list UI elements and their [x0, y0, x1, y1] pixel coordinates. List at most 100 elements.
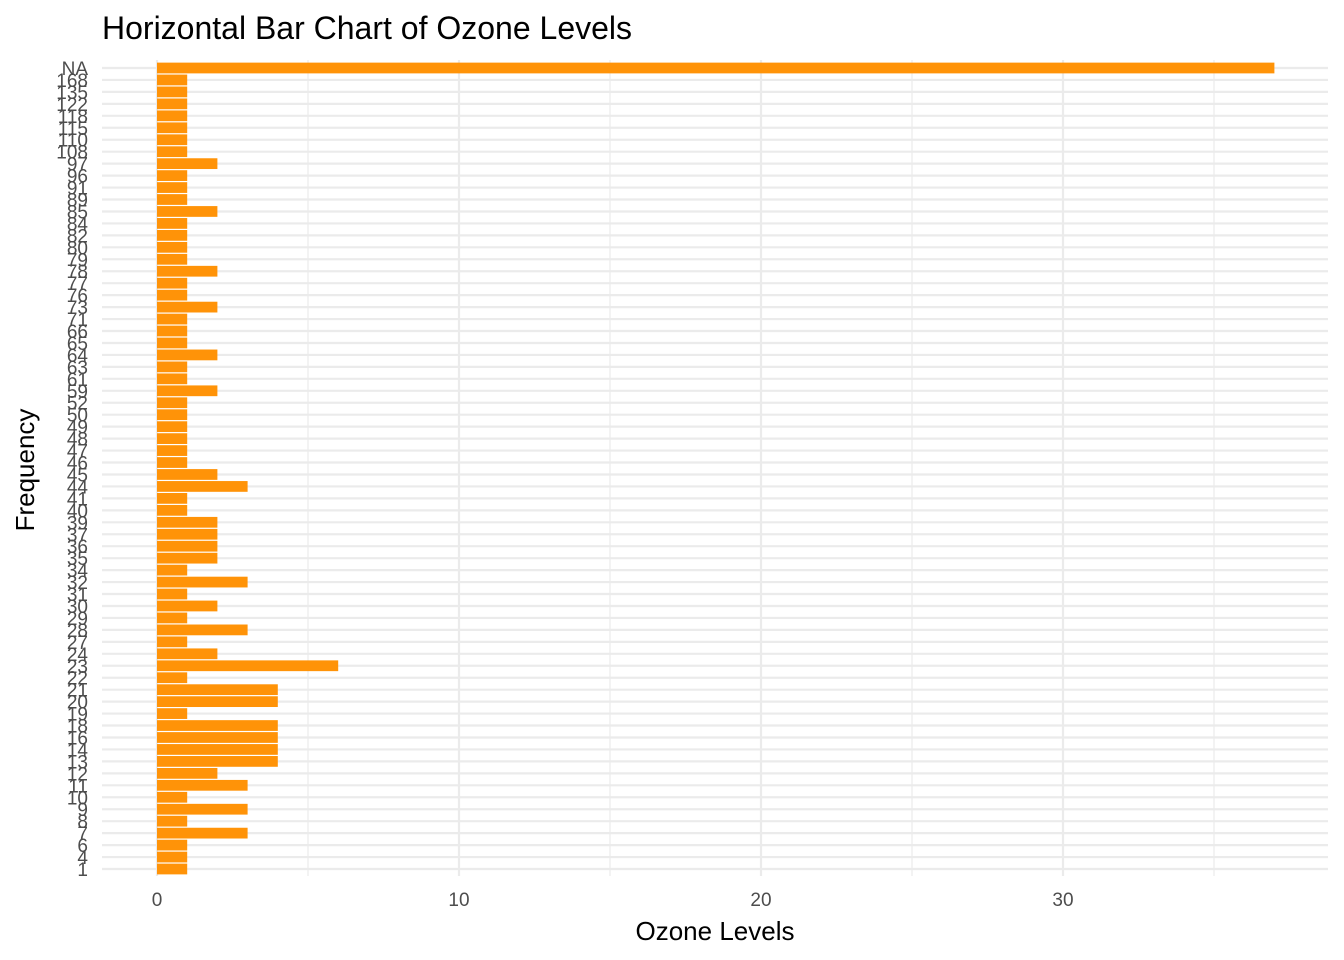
category-label: 9: [77, 800, 88, 821]
category-label: 135: [56, 83, 88, 104]
x-tick-label: 30: [1052, 890, 1073, 911]
bar: [157, 241, 188, 253]
bar: [157, 110, 188, 122]
bar: [157, 98, 188, 110]
bar: [157, 301, 218, 313]
category-label: 30: [67, 597, 88, 618]
bar: [157, 684, 278, 696]
bar: [157, 839, 188, 851]
category-label: 97: [67, 155, 88, 176]
category-label: 13: [67, 752, 88, 773]
category-label: 118: [58, 107, 88, 128]
bar: [157, 660, 339, 672]
bar: [157, 86, 188, 98]
bar: [157, 253, 188, 265]
bar: [157, 672, 188, 684]
x-tick-label: 10: [448, 890, 469, 911]
bar: [157, 481, 248, 492]
bar: [157, 540, 218, 552]
category-label: 36: [67, 537, 88, 558]
category-label: 82: [67, 226, 88, 247]
category-label: 4: [77, 848, 88, 869]
category-label: 168: [56, 71, 88, 92]
bar: [157, 516, 218, 528]
y-axis-title: Frequency: [10, 409, 40, 532]
bar: [157, 433, 188, 444]
bar: [157, 720, 278, 731]
bar: [157, 170, 188, 181]
category-label: 84: [67, 214, 89, 235]
category-label: 39: [67, 513, 88, 534]
bar: [157, 576, 248, 588]
category-label: 24: [67, 645, 89, 666]
bar: [157, 289, 188, 301]
bar: [157, 421, 188, 433]
category-label: 49: [67, 418, 88, 439]
x-tick-label: 0: [152, 890, 163, 911]
category-label: 64: [67, 346, 89, 367]
bar: [157, 851, 188, 863]
bar: [157, 373, 188, 385]
bar: [157, 564, 188, 576]
bar: [157, 146, 188, 158]
bar: [157, 744, 278, 755]
category-label: 41: [67, 489, 88, 510]
bar: [157, 397, 188, 409]
category-label: NA: [62, 59, 89, 80]
category-label: 79: [67, 250, 88, 271]
category-label: 44: [67, 477, 89, 498]
category-label: 65: [67, 334, 88, 355]
bar: [157, 206, 218, 217]
bar: [157, 158, 218, 170]
grid-lines: [102, 60, 1328, 876]
bar: [157, 767, 218, 779]
category-label: 66: [67, 322, 88, 343]
bar: [157, 696, 278, 708]
bar: [157, 134, 188, 146]
bar: [157, 756, 278, 767]
bar: [157, 457, 188, 468]
category-label: 7: [77, 824, 88, 845]
bar: [157, 445, 188, 456]
bar: [157, 493, 188, 504]
category-label: 6: [77, 836, 88, 857]
category-label: 45: [67, 465, 88, 486]
category-label: 16: [67, 728, 88, 749]
category-label: 91: [67, 179, 88, 200]
category-label: 122: [56, 95, 88, 116]
bar: [157, 504, 188, 516]
category-label: 21: [67, 681, 88, 702]
category-label: 59: [67, 382, 88, 403]
category-label: 22: [67, 669, 88, 690]
bar: [157, 74, 188, 86]
bar: [157, 588, 188, 600]
bar: [157, 779, 248, 791]
category-label: 1: [77, 860, 88, 881]
bar: [157, 732, 278, 743]
bar: [157, 815, 188, 827]
bar: [157, 337, 188, 349]
bar: [157, 708, 188, 719]
category-label: 76: [67, 286, 88, 307]
x-tick-labels: 0 10 20 30: [152, 890, 1074, 911]
category-label: 11: [68, 776, 88, 797]
category-label: 14: [67, 740, 89, 761]
category-label: 71: [67, 310, 88, 331]
category-label: 50: [67, 406, 88, 427]
category-label: 19: [67, 705, 88, 726]
category-label: 48: [67, 430, 88, 451]
category-label: 8: [77, 812, 88, 833]
category-label: 78: [67, 262, 88, 283]
category-label: 115: [58, 119, 88, 140]
category-label: 32: [67, 573, 88, 594]
category-label: 18: [67, 717, 88, 738]
category-label: 37: [67, 525, 88, 546]
category-label: 63: [67, 358, 88, 379]
category-label: 35: [67, 549, 88, 570]
bar: [157, 863, 188, 875]
category-label: 89: [67, 191, 88, 212]
category-label: 46: [67, 454, 88, 475]
bar: [157, 229, 188, 241]
category-label: 96: [67, 167, 88, 188]
